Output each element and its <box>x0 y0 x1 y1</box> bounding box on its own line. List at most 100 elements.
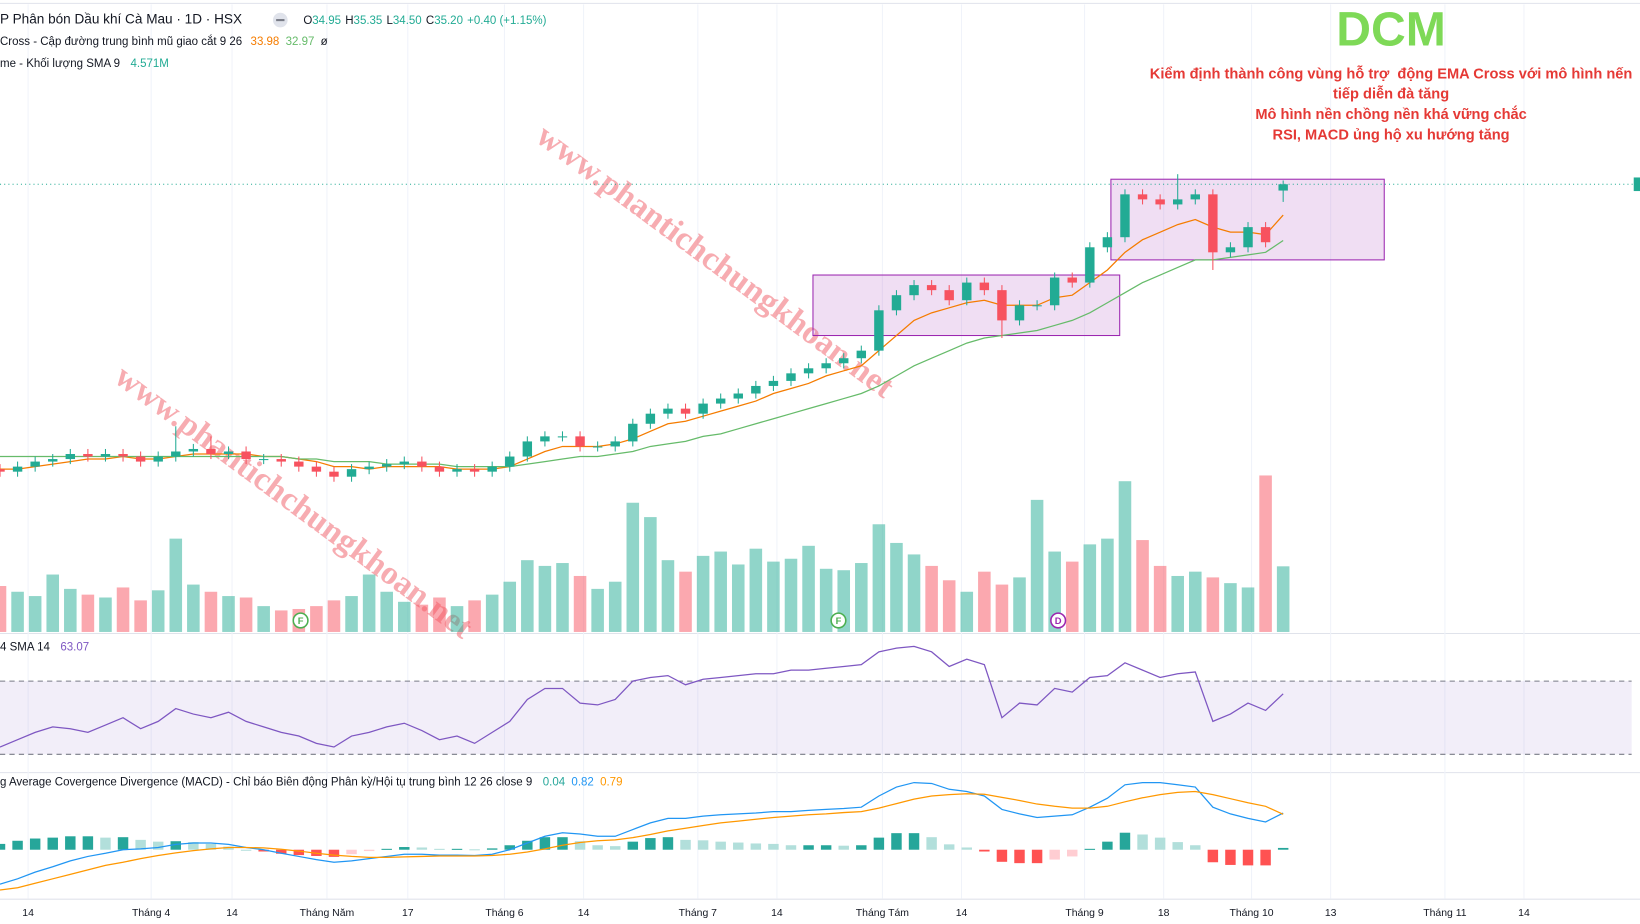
candle-body <box>118 454 128 457</box>
macd-histogram-bar <box>258 849 269 852</box>
annotation-line: tiếp diễn đà tăng <box>1333 86 1449 103</box>
candle-body <box>1137 194 1148 200</box>
macd-histogram-bar <box>293 849 305 856</box>
candle-body <box>48 459 58 462</box>
macd-histogram-bar <box>557 837 568 850</box>
macd-histogram-bar <box>434 848 445 850</box>
volume-bar <box>907 554 921 632</box>
legend: O34.95 H35.35 L34.50 C35.20 +0.40 (+1.15%) <box>303 15 546 27</box>
volume-bar <box>310 606 323 632</box>
volume-bar <box>960 591 974 632</box>
candle-body <box>1014 305 1025 321</box>
candle-body <box>487 466 497 472</box>
legend-item: g Average Covergence Divergence (MACD) -… <box>0 777 532 789</box>
macd-histogram-bar <box>1102 841 1113 850</box>
macd-histogram-bar <box>381 848 392 850</box>
macd-histogram-bar <box>979 849 990 852</box>
candle-body <box>1172 199 1183 205</box>
macd-histogram-bar <box>961 847 973 850</box>
volume-bar <box>890 542 903 632</box>
symbol-icon-bar <box>276 19 285 22</box>
volume-bar <box>872 524 886 632</box>
volume-bar <box>327 600 341 632</box>
x-tick-label: Tháng 7 <box>679 908 717 919</box>
candle-body <box>1190 194 1200 200</box>
volume-bar <box>187 584 200 632</box>
candle-body <box>83 454 93 457</box>
legend-item: 34.50 <box>393 15 422 27</box>
macd-histogram-bar <box>662 837 674 850</box>
macd-histogram-bar <box>240 849 252 851</box>
macd-histogram-bar <box>100 837 111 850</box>
candle-body <box>610 441 620 447</box>
ema-line <box>0 214 1284 470</box>
legend: 4 SMA 14 63.07 <box>0 642 89 654</box>
volume-bar <box>169 538 183 632</box>
x-tick-label: 14 <box>226 908 238 919</box>
candle-body <box>575 436 585 447</box>
x-tick-label: 14 <box>1518 908 1530 919</box>
macd-histogram-bar <box>1260 849 1271 866</box>
volume-bar <box>116 587 130 632</box>
x-tick-label: 14 <box>22 908 34 919</box>
volume-bar <box>995 584 1009 632</box>
candle-body <box>751 385 761 394</box>
volume-bar <box>731 564 745 632</box>
legend: g Average Covergence Divergence (MACD) -… <box>0 777 622 789</box>
macd-histogram-bar <box>82 836 94 850</box>
volume-bar <box>46 574 60 632</box>
volume-bar <box>802 545 815 632</box>
volume-bar <box>345 596 358 632</box>
macd-histogram-bar <box>451 848 463 850</box>
macd-histogram-bar <box>803 845 814 850</box>
volume-bar <box>819 568 833 632</box>
candle-body <box>839 358 849 364</box>
volume-bar <box>28 596 42 632</box>
candle-body <box>206 448 216 455</box>
volume-bar <box>1259 475 1272 632</box>
macd-histogram-bar <box>469 849 480 851</box>
x-tick-label: 17 <box>402 908 414 919</box>
volume-bar <box>433 597 446 632</box>
candle-body <box>100 454 111 457</box>
signal-line <box>0 790 1284 891</box>
macd-histogram-bar <box>1031 849 1043 864</box>
legend-item: C <box>426 15 434 27</box>
annotation-title: DCM <box>1336 2 1446 56</box>
volume-bar <box>1171 575 1184 632</box>
volume-bar <box>978 571 991 632</box>
candle-body <box>1120 194 1130 238</box>
volume-bar <box>556 563 569 632</box>
volume-bar <box>222 596 235 632</box>
volume-bar <box>11 591 24 632</box>
volume-bar <box>925 565 938 632</box>
macd-histogram-bar <box>205 843 217 850</box>
candle-body <box>926 285 937 291</box>
candle-body <box>276 459 286 462</box>
macd-histogram-bar <box>627 841 639 850</box>
legend-item: 34.95 <box>312 15 341 27</box>
macd-histogram-bar <box>170 841 182 850</box>
volume-bar <box>1189 571 1202 632</box>
candle-body <box>768 380 779 386</box>
x-tick-label: 14 <box>771 908 783 919</box>
candle-body <box>1208 194 1218 253</box>
macd-histogram-bar <box>328 849 340 857</box>
macd-histogram-bar <box>188 842 199 850</box>
rsi-band <box>0 681 1632 755</box>
macd-histogram-bar <box>29 838 41 850</box>
candle-body <box>856 350 867 359</box>
legend-item: 4 SMA 14 <box>0 642 50 654</box>
macd-histogram-bar <box>1084 848 1096 850</box>
symbol-title: P Phân bón Dầu khí Cà Mau · 1D · HSX <box>0 12 242 27</box>
volume-bar <box>0 586 7 632</box>
macd-histogram-bar <box>785 845 797 850</box>
candle-body <box>382 464 392 467</box>
volume-bar <box>1241 587 1255 632</box>
volume-bar <box>749 548 763 632</box>
macd-histogram-bar <box>609 846 621 850</box>
volume-bar <box>204 591 218 632</box>
candle-body <box>663 408 673 414</box>
volume-bar <box>644 517 657 632</box>
